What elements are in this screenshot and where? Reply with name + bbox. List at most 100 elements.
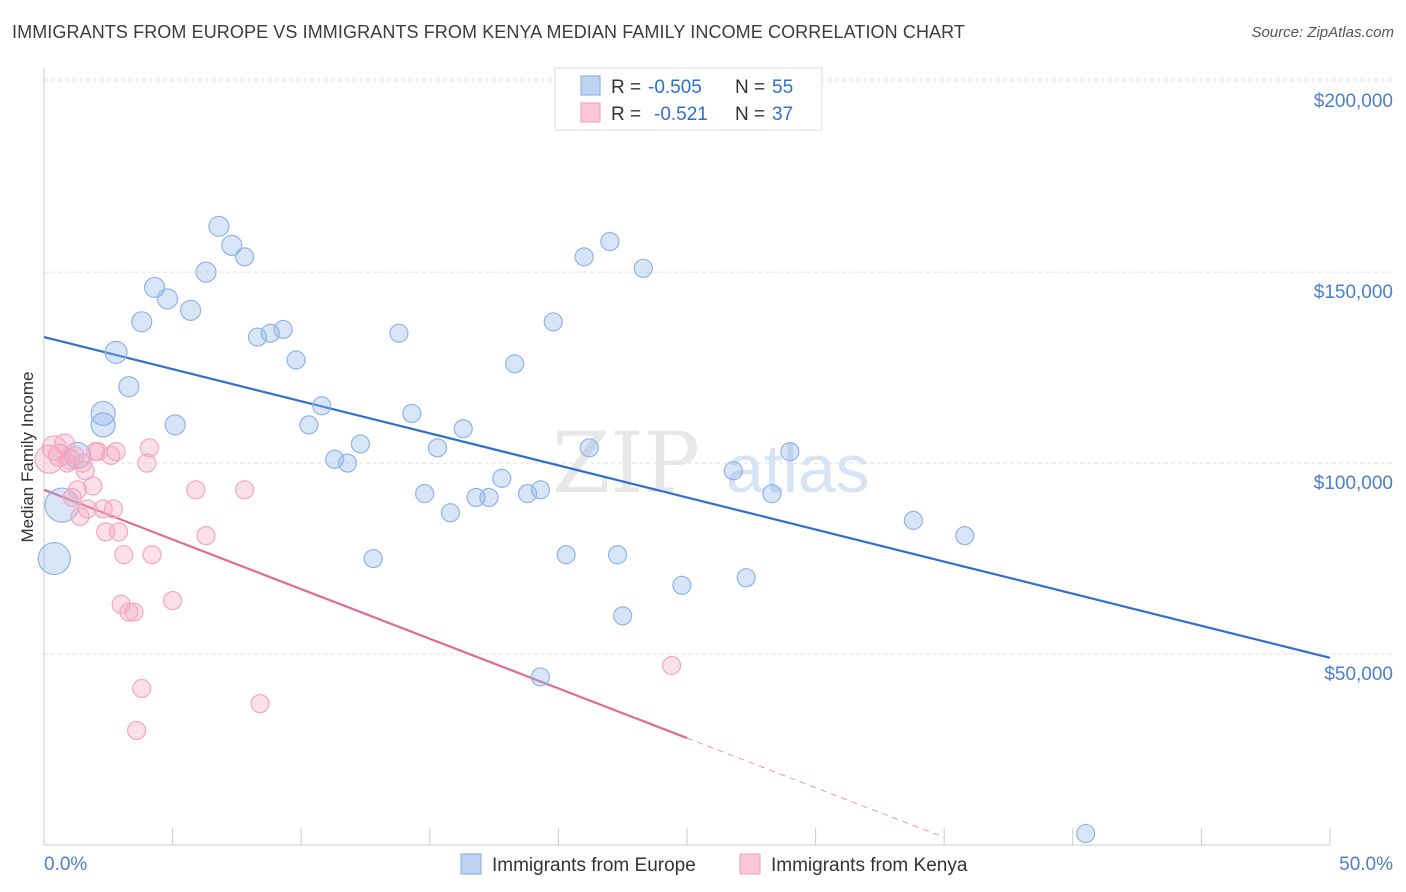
europe-point <box>579 438 599 458</box>
kenya-point <box>124 602 144 622</box>
europe-point <box>613 606 633 626</box>
kenya-point <box>142 545 162 565</box>
series-legend-swatch-kenya <box>739 853 761 875</box>
kenya-point <box>75 461 95 481</box>
europe-point <box>350 434 370 454</box>
kenya-point <box>72 453 93 473</box>
kenya-point <box>65 445 85 466</box>
kenya-point <box>78 499 98 519</box>
y-axis-label: Median Family Income <box>18 371 37 542</box>
kenya-trend-line <box>43 488 688 740</box>
europe-point <box>325 449 345 469</box>
chart-source: Source: ZipAtlas.com <box>1251 24 1394 41</box>
x-tick-label: 0.0% <box>44 854 87 875</box>
europe-point <box>118 376 140 398</box>
europe-point <box>221 234 243 257</box>
europe-point <box>600 231 620 252</box>
europe-point <box>195 261 217 283</box>
europe-point <box>955 526 975 546</box>
legend-r-value-europe: -0.505 <box>648 77 702 98</box>
kenya-point <box>132 678 152 699</box>
y-tick-label: $200,000 <box>1314 91 1393 112</box>
data-points <box>34 215 1096 844</box>
europe-point <box>517 484 538 504</box>
europe-point <box>90 400 116 427</box>
europe-point <box>156 288 179 310</box>
kenya-point <box>163 590 183 611</box>
trend-lines <box>43 335 1331 838</box>
legend-swatch-kenya <box>580 102 601 123</box>
europe-point <box>1076 823 1096 844</box>
europe-point <box>180 299 202 321</box>
europe-point <box>762 484 782 504</box>
europe-point <box>543 312 563 332</box>
kenya-point <box>119 602 139 622</box>
europe-point <box>453 419 473 439</box>
kenya-point <box>106 442 126 462</box>
europe-point <box>492 468 512 488</box>
europe-point <box>736 568 756 588</box>
watermark-atlas: atlas <box>726 431 870 507</box>
europe-point <box>164 414 186 436</box>
y-tick-label: $100,000 <box>1314 473 1393 494</box>
legend-n-label-kenya: N = <box>735 104 765 125</box>
kenya-point <box>57 453 77 473</box>
europe-point <box>247 327 268 347</box>
kenya-point <box>108 522 129 542</box>
europe-point <box>607 545 628 565</box>
kenya-point <box>661 655 682 676</box>
europe-point <box>389 323 409 343</box>
kenya-point <box>196 526 216 546</box>
europe-point <box>363 548 383 569</box>
axis-ticks: $50,000 $100,000 $150,000 $200,000 0.0% 50.0% <box>44 91 1393 875</box>
europe-point <box>505 354 525 374</box>
europe-point <box>273 319 293 340</box>
kenya-point <box>101 445 121 466</box>
europe-point <box>312 396 332 416</box>
europe-point <box>556 545 576 565</box>
europe-point <box>337 453 358 473</box>
europe-point <box>260 323 280 343</box>
kenya-point <box>235 480 255 500</box>
y-tick-label: $50,000 <box>1324 664 1393 685</box>
y-tick-label: $150,000 <box>1314 282 1393 303</box>
europe-point <box>574 247 594 267</box>
europe-point <box>633 258 653 278</box>
europe-point <box>903 510 923 530</box>
europe-point <box>530 480 550 500</box>
europe-trend-line <box>43 335 1331 659</box>
europe-point <box>415 484 435 504</box>
x-tick-label: 50.0% <box>1339 854 1393 875</box>
europe-point <box>479 487 499 508</box>
kenya-trend-extension <box>686 737 945 838</box>
europe-point <box>208 215 230 237</box>
europe-point <box>723 461 743 481</box>
kenya-point <box>250 694 270 714</box>
europe-point <box>131 311 153 333</box>
kenya-point <box>83 476 103 496</box>
kenya-point <box>139 438 160 458</box>
kenya-point <box>67 480 88 500</box>
europe-point <box>299 415 319 435</box>
kenya-point <box>126 720 147 741</box>
kenya-point <box>70 506 90 527</box>
legend-swatch-europe <box>580 75 601 96</box>
series-legend: Immigrants from Europe Immigrants from K… <box>460 853 968 876</box>
axes <box>43 68 1331 846</box>
kenya-point <box>137 453 157 473</box>
europe-point <box>530 667 550 687</box>
series-legend-kenya: Immigrants from Kenya <box>771 855 968 876</box>
legend-r-label-europe: R = <box>611 77 641 98</box>
series-legend-europe: Immigrants from Europe <box>492 855 696 876</box>
legend-n-label-europe: N = <box>735 77 765 98</box>
legend-r-value-kenya: -0.521 <box>654 104 708 125</box>
europe-point <box>104 340 128 364</box>
europe-point <box>286 350 306 370</box>
kenya-point <box>114 545 134 565</box>
kenya-point <box>186 480 206 500</box>
legend-r-label-kenya: R = <box>611 104 641 125</box>
stats-legend: R = -0.505 N = 55 R = -0.521 N = 37 <box>554 67 823 131</box>
europe-point <box>427 438 448 458</box>
europe-point <box>672 575 692 595</box>
